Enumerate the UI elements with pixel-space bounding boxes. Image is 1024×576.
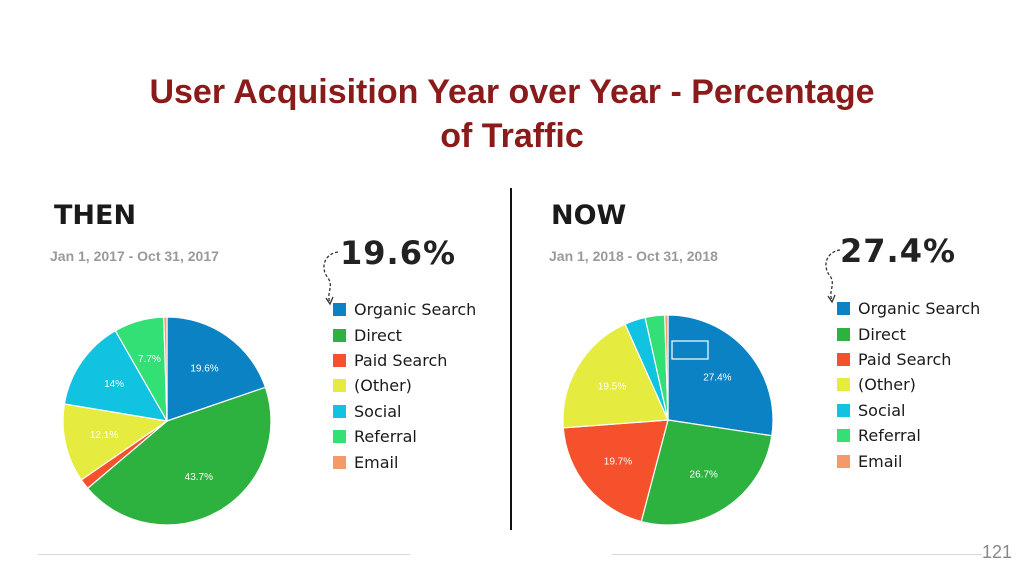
legend-label: Organic Search [858, 299, 981, 319]
pie-slice-other [62, 403, 169, 481]
legend-item-email: Email [837, 448, 980, 473]
pie-slice-email [664, 314, 669, 421]
panel-divider [510, 188, 512, 530]
legend-item-paid-search: Paid Search [837, 347, 980, 372]
legend-item-organic-search: Organic Search [837, 296, 980, 321]
then-legend: Organic Search Direct Paid Search (Other) So… [333, 297, 476, 475]
legend-swatch [837, 352, 850, 366]
then-headline-percentage: 19.6% [340, 234, 457, 272]
annotation-box [671, 340, 709, 360]
legend-label: Email [354, 452, 399, 472]
legend-swatch [837, 403, 850, 417]
legend-label: Email [858, 451, 903, 471]
pie-data-label-direct: 26.7% [690, 469, 718, 480]
legend-item-direct: Direct [837, 321, 980, 346]
legend-item-referral: Referral [333, 424, 476, 449]
legend-label: (Other) [354, 376, 412, 396]
then-heading: THEN [54, 200, 137, 231]
legend-swatch [333, 353, 346, 367]
legend-swatch [333, 303, 346, 317]
footer-rule-left [38, 554, 410, 555]
page-number: 121 [981, 542, 1012, 562]
legend-swatch [837, 429, 850, 443]
legend-item-other: (Other) [837, 372, 980, 397]
pie-data-label-referral: 7.7% [138, 354, 161, 365]
then-curved-arrow-icon [323, 251, 339, 306]
legend-swatch [333, 455, 346, 469]
legend-swatch [837, 327, 850, 341]
legend-item-organic-search: Organic Search [333, 297, 476, 322]
pie-slice-organic-search [166, 316, 267, 422]
page-title: User Acquisition Year over Year - Percen… [40, 70, 984, 158]
pie-data-label-paid-search: 19.7% [604, 457, 632, 468]
now-curved-arrow-icon [825, 249, 841, 304]
pie-slice-email [163, 316, 168, 422]
title-line-1: User Acquisition Year over Year - Percen… [149, 73, 875, 111]
now-date-range: Jan 1, 2018 - Oct 31, 2018 [549, 248, 718, 264]
legend-label: Referral [858, 426, 921, 446]
then-date-range: Jan 1, 2017 - Oct 31, 2017 [50, 248, 219, 264]
legend-item-referral: Referral [837, 423, 980, 448]
legend-swatch [837, 378, 850, 392]
legend-label: Social [354, 401, 402, 421]
legend-swatch [837, 454, 850, 468]
pie-slice-direct [640, 419, 773, 526]
now-legend: Organic Search Direct Paid Search (Other) So… [837, 296, 980, 474]
legend-item-social: Social [333, 399, 476, 424]
legend-label: Direct [354, 325, 402, 345]
legend-swatch [333, 379, 346, 393]
then-pie-chart: 19.6% 43.7% 12.1% 14% 7.7% [62, 316, 272, 526]
now-headline-percentage: 27.4% [840, 232, 957, 270]
pie-slice-direct [86, 386, 272, 526]
legend-label: Organic Search [354, 300, 477, 320]
legend-item-other: (Other) [333, 373, 476, 398]
pie-data-label-other: 12.1% [90, 430, 118, 441]
legend-swatch [837, 302, 850, 316]
legend-item-social: Social [837, 398, 980, 423]
legend-swatch [333, 430, 346, 444]
legend-swatch [333, 404, 346, 418]
pie-slice-paid-search [562, 419, 669, 523]
pie-slice-social [63, 329, 169, 422]
legend-item-email: Email [333, 449, 476, 474]
pie-data-label-organic-search: 19.6% [190, 364, 218, 375]
pie-data-label-organic-search: 27.4% [703, 373, 731, 384]
pie-data-label-social: 14% [104, 379, 124, 390]
title-line-2: of Traffic [440, 117, 584, 155]
legend-label: Social [858, 400, 906, 420]
legend-label: Paid Search [354, 350, 448, 370]
footer-rule-right [612, 554, 982, 555]
legend-swatch [333, 328, 346, 342]
legend-label: Paid Search [858, 349, 952, 369]
legend-item-paid-search: Paid Search [333, 348, 476, 373]
legend-label: Referral [354, 427, 417, 447]
now-pie-chart: 27.4% 26.7% 19.7% 19.5% [562, 314, 774, 526]
legend-label: (Other) [858, 375, 916, 395]
pie-data-label-direct: 43.7% [185, 472, 213, 483]
pie-slice-organic-search [667, 314, 774, 437]
pie-slice-other [562, 323, 669, 429]
now-heading: NOW [551, 200, 627, 231]
pie-data-label-other: 19.5% [598, 382, 626, 393]
legend-item-direct: Direct [333, 322, 476, 347]
legend-label: Direct [858, 324, 906, 344]
